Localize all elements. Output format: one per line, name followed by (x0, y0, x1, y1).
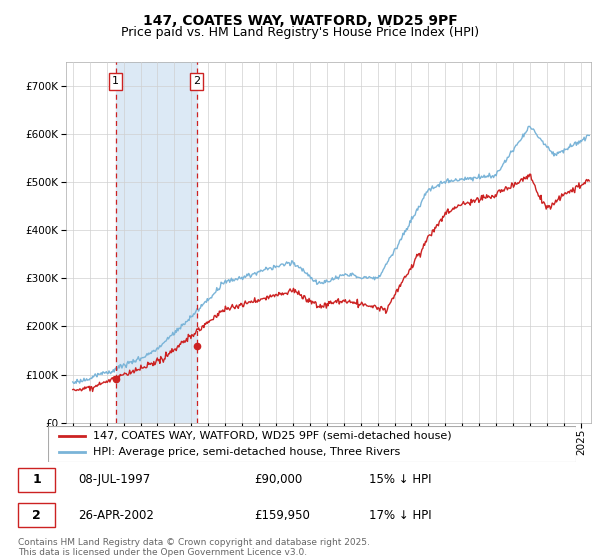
Text: 15% ↓ HPI: 15% ↓ HPI (369, 473, 431, 487)
Text: £159,950: £159,950 (254, 508, 310, 522)
Text: 2: 2 (32, 508, 41, 522)
Text: 147, COATES WAY, WATFORD, WD25 9PF: 147, COATES WAY, WATFORD, WD25 9PF (143, 14, 457, 28)
Text: 147, COATES WAY, WATFORD, WD25 9PF (semi-detached house): 147, COATES WAY, WATFORD, WD25 9PF (semi… (93, 431, 452, 441)
FancyBboxPatch shape (48, 426, 576, 462)
Bar (116, 62, 197, 423)
Text: 1: 1 (32, 473, 41, 487)
Text: 17% ↓ HPI: 17% ↓ HPI (369, 508, 432, 522)
Text: 08-JUL-1997: 08-JUL-1997 (78, 473, 151, 487)
Text: Price paid vs. HM Land Registry's House Price Index (HPI): Price paid vs. HM Land Registry's House … (121, 26, 479, 39)
Text: 26-APR-2002: 26-APR-2002 (78, 508, 154, 522)
Text: 1: 1 (112, 77, 119, 86)
Text: Contains HM Land Registry data © Crown copyright and database right 2025.
This d: Contains HM Land Registry data © Crown c… (18, 538, 370, 557)
FancyBboxPatch shape (18, 503, 55, 527)
FancyBboxPatch shape (18, 468, 55, 492)
Text: £90,000: £90,000 (254, 473, 302, 487)
Text: 2: 2 (193, 77, 200, 86)
Text: HPI: Average price, semi-detached house, Three Rivers: HPI: Average price, semi-detached house,… (93, 447, 400, 457)
